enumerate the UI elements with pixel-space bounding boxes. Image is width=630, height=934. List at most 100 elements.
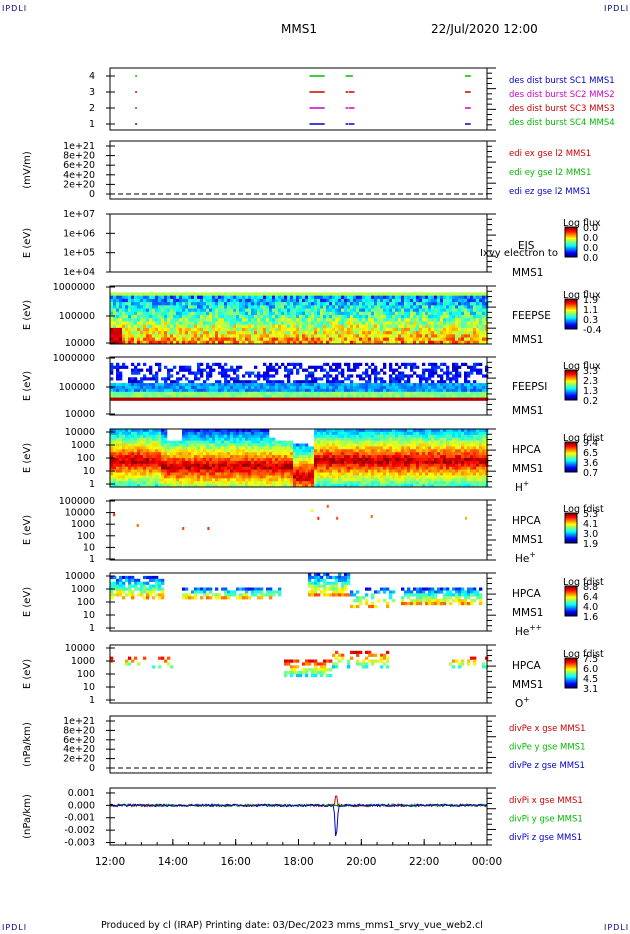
spectrogram-cell (137, 371, 141, 375)
spectrogram-cell (347, 337, 351, 342)
spectrogram-cell (302, 321, 306, 325)
spectrogram-cell (200, 295, 204, 300)
spectrogram-cell (230, 292, 234, 296)
spectrogram-cell (248, 305, 252, 309)
spectrogram-cell (116, 463, 120, 467)
spectrogram-cell (290, 449, 294, 453)
spectrogram-cell (209, 458, 213, 462)
spectrogram-cell (113, 434, 117, 438)
colorbar-strip (565, 306, 577, 308)
spectrogram-cell (404, 340, 408, 345)
spectrogram-cell (143, 321, 147, 325)
spectrogram-cell (137, 463, 141, 467)
spectrogram-cell (140, 318, 144, 322)
spectrogram-cell (389, 365, 393, 369)
spectrogram-cell (434, 318, 438, 322)
spectrogram-cell (359, 298, 363, 303)
spectrogram-cell (467, 337, 471, 342)
spectrogram-cell (455, 327, 459, 332)
spectrogram-cell (377, 302, 381, 306)
spectrogram-cell (296, 460, 300, 465)
colorbar-tick-label: 2.3 (583, 376, 598, 387)
spectrogram-cell (311, 324, 315, 329)
spectrogram-cell (155, 321, 159, 325)
spectrogram-cell (401, 334, 405, 338)
spectrogram-cell (350, 315, 354, 319)
spectrogram-cell (431, 337, 435, 342)
spectrogram-cell (482, 397, 486, 401)
spectrogram-cell (338, 440, 342, 444)
spectrogram-cell (269, 308, 273, 313)
spectrogram-cell (419, 327, 423, 332)
spectrogram-cell (251, 478, 255, 482)
spectrogram-cell (356, 311, 360, 316)
spectrogram-cell (392, 295, 396, 300)
spectrogram-cell (224, 440, 228, 444)
spectrogram-cell (305, 292, 309, 296)
spectrogram-cell (218, 340, 222, 345)
spectrogram-cell (398, 388, 402, 393)
spectrogram-cell (209, 443, 213, 447)
spectrogram-cell (359, 383, 363, 387)
spectrogram-cell (335, 463, 339, 467)
spectrogram-cell (398, 374, 402, 378)
spectrogram-cell (311, 469, 315, 473)
spectrogram-cell (161, 466, 165, 470)
spectrogram-cell (185, 331, 189, 335)
spectrogram-cell (173, 460, 177, 465)
spectrogram-cell (428, 311, 432, 316)
spectrogram-cell (407, 334, 411, 338)
spectrogram-cell (164, 437, 168, 441)
spectrogram-cell (341, 321, 345, 325)
spectrogram-cell (308, 460, 312, 465)
spectrogram-cell (167, 391, 171, 395)
spectrogram-cell (248, 452, 252, 456)
spectrogram-cell (272, 475, 276, 479)
spectrogram-cell (338, 431, 342, 436)
spectrogram-cell (302, 394, 306, 398)
spectrogram-cell (182, 305, 186, 309)
spectrogram-cell (185, 446, 189, 450)
spectrogram-cell (320, 368, 324, 372)
spectrogram-cell (134, 371, 138, 375)
spectrogram-cell (149, 466, 153, 470)
spectrogram-cell (293, 324, 297, 329)
spectrogram-cell (230, 469, 234, 473)
spectrogram-cell (260, 394, 264, 398)
spectrogram-cell (266, 463, 270, 467)
spectrogram-cell (359, 331, 363, 335)
spectrogram-cell (449, 371, 453, 375)
spectrogram-cell (143, 386, 147, 390)
spectrogram-cell (272, 337, 276, 342)
spectrogram-cell (137, 475, 141, 479)
spectrogram-cell (332, 452, 336, 456)
colorbar-strip (565, 300, 577, 302)
spectrogram-cell (266, 305, 270, 309)
spectrogram-cell (206, 371, 210, 375)
spectrogram-cell (131, 327, 135, 332)
spectrogram-cell (335, 311, 339, 316)
spectrogram-cell (164, 380, 168, 384)
spectrogram-cell (443, 362, 447, 366)
spectrogram-cell (293, 397, 297, 401)
spectrogram-cell (248, 472, 252, 476)
spectrogram-cell (335, 388, 339, 393)
spectrogram-cell (221, 446, 225, 450)
spectrogram-cell (209, 386, 213, 390)
spectrogram-cell (257, 295, 261, 300)
spectrogram-cell (386, 295, 390, 300)
spectrogram-cell (377, 383, 381, 387)
spectrogram-cell (287, 340, 291, 345)
spectrogram-cell (332, 478, 336, 482)
spectrogram-cell (287, 397, 291, 401)
spectrogram-cell (470, 331, 474, 335)
spectrogram-cell (113, 478, 117, 482)
spectrogram-cell (308, 298, 312, 303)
spectrogram-cell (233, 315, 237, 319)
spectrogram-cell (356, 340, 360, 345)
spectrogram-cell (365, 292, 369, 296)
spectrogram-cell (461, 311, 465, 316)
spectrogram-cell (248, 318, 252, 322)
spectrogram-cell (464, 397, 468, 401)
spectrogram-cell (209, 431, 213, 436)
